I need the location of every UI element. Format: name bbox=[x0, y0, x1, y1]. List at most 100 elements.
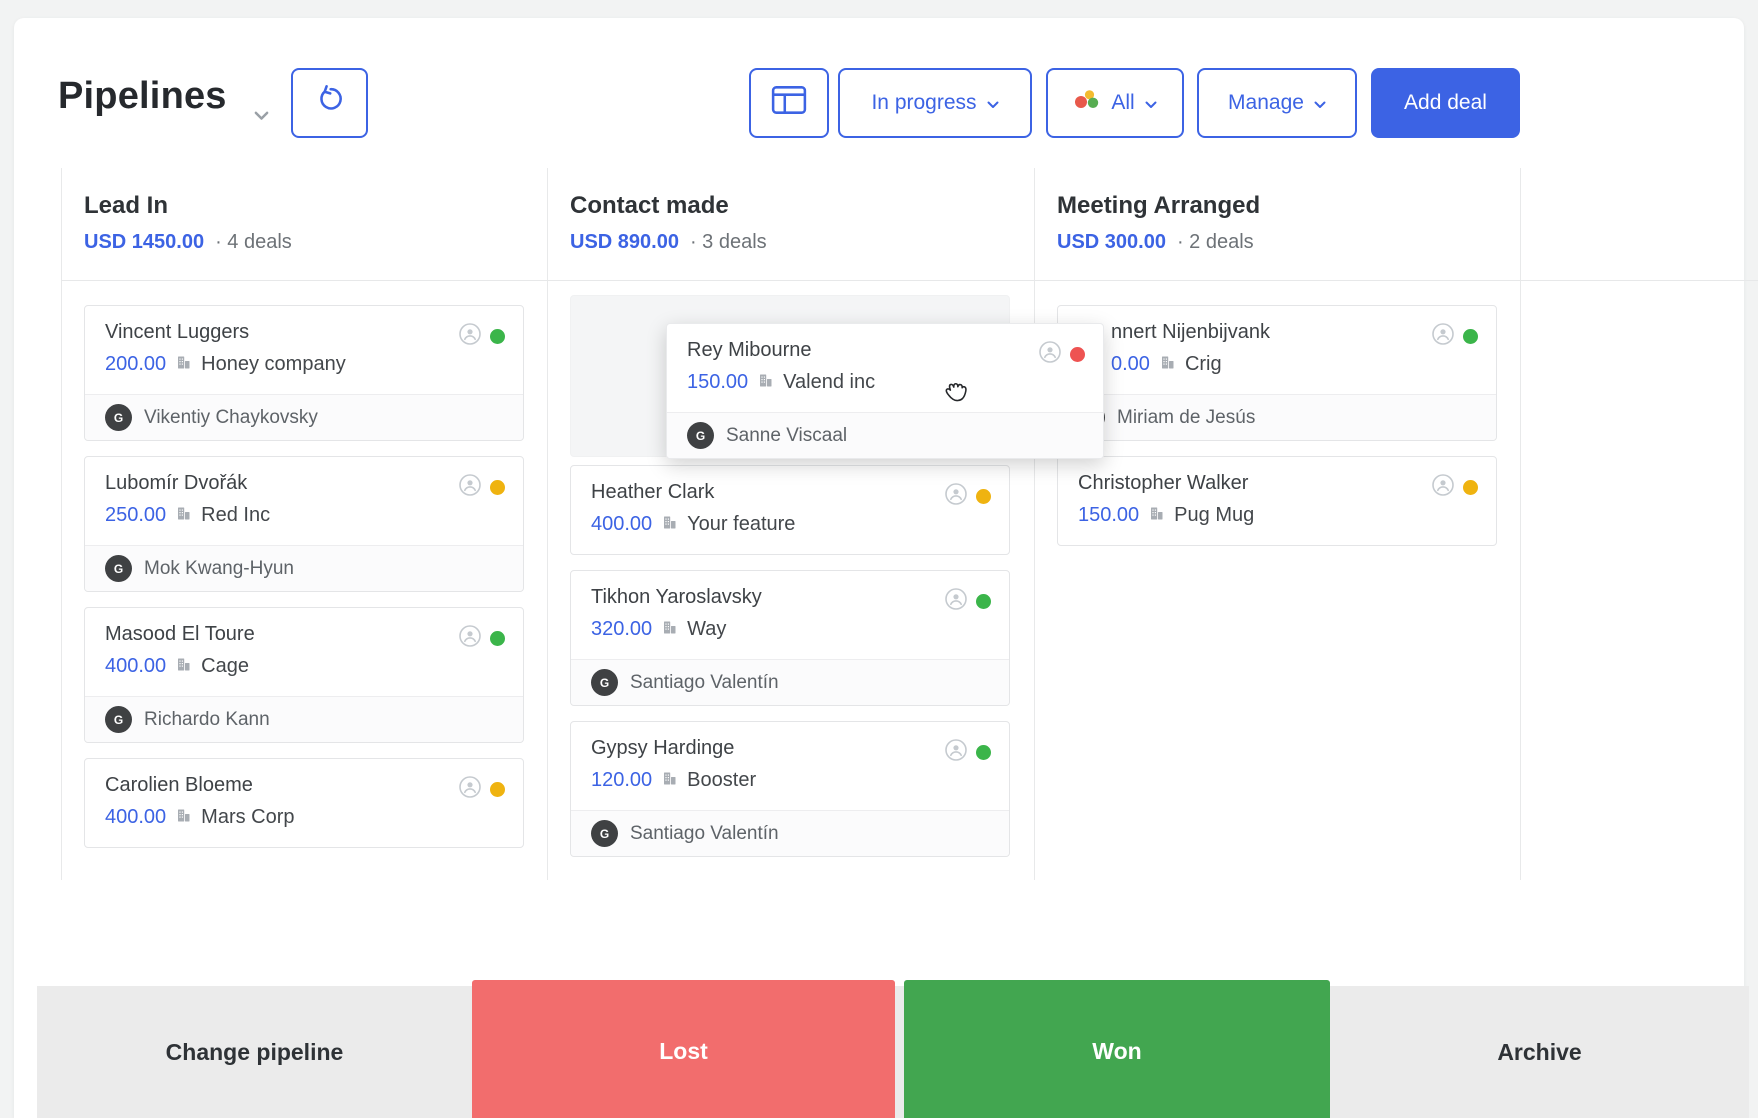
status-dot-green bbox=[1463, 329, 1478, 344]
colored-dots-icon bbox=[1073, 88, 1101, 118]
owner-filter-button[interactable]: All bbox=[1046, 68, 1184, 138]
deal-card[interactable]: Tikhon Yaroslavsky 320.00 Way G Santiago Val… bbox=[570, 570, 1010, 706]
column-separator bbox=[61, 168, 62, 880]
organization-icon bbox=[661, 618, 678, 641]
footer-action-label: Won bbox=[1092, 1037, 1142, 1064]
deal-status-icons bbox=[945, 588, 991, 615]
column-cards: nnert Nijenbijvank 0.00 Crig GMiriam de Jes… bbox=[1034, 280, 1520, 880]
status-dot-yellow bbox=[490, 480, 505, 495]
deal-card[interactable]: Vincent Luggers 200.00 Honey company G Viken… bbox=[84, 305, 524, 441]
deal-title: nnert Nijenbijvank bbox=[1111, 321, 1270, 343]
column-title: Meeting Arranged bbox=[1057, 192, 1261, 219]
column-summary: USD 890.00 · 3 deals bbox=[570, 231, 1033, 254]
deal-title: Carolien Bloeme bbox=[105, 774, 253, 796]
column-total-value[interactable]: USD 890.00 bbox=[570, 231, 679, 253]
owner-name: Sanne Viscaal bbox=[726, 424, 848, 446]
deal-meta-row: 250.00 Red Inc bbox=[105, 504, 503, 527]
deal-card[interactable]: Lubomír Dvořák 250.00 Red Inc G Mok Kwang-Hy… bbox=[84, 456, 524, 592]
deal-card-main: Heather Clark 400.00 Your feature bbox=[571, 466, 1009, 554]
board-view-toggle-button[interactable] bbox=[749, 68, 829, 138]
deal-value: 320.00 bbox=[591, 618, 653, 640]
deal-card-main: Carolien Bloeme 400.00 Mars Corp bbox=[85, 759, 523, 847]
chevron-down-icon bbox=[987, 91, 999, 115]
deal-card[interactable]: nnert Nijenbijvank 0.00 Crig GMiriam de Jes… bbox=[1057, 305, 1497, 441]
deal-value: 120.00 bbox=[591, 769, 653, 791]
owner-name: Vikentiy Chaykovsky bbox=[144, 406, 318, 428]
person-icon bbox=[459, 474, 481, 501]
footer-action-archive[interactable]: Archive bbox=[1330, 986, 1749, 1118]
deal-title: Heather Clark bbox=[591, 481, 715, 503]
main-panel: Pipelines In progress bbox=[14, 18, 1758, 1118]
deal-owner-row: G Mok Kwang-Hyun bbox=[85, 545, 523, 591]
deal-status-icons bbox=[945, 739, 991, 766]
column-header: Lead In USD 1450.00 · 4 deals bbox=[61, 168, 547, 280]
owner-name: Miriam de Jesús bbox=[1117, 406, 1256, 428]
refresh-icon bbox=[314, 84, 346, 122]
deal-organization-name: Honey company bbox=[201, 353, 346, 375]
deal-value: 400.00 bbox=[105, 655, 167, 677]
person-icon bbox=[1432, 474, 1454, 501]
organization-icon bbox=[175, 655, 192, 678]
deal-owner-row: G Santiago Valentín bbox=[571, 659, 1009, 705]
deal-owner-row: G Sanne Viscaal bbox=[667, 412, 1103, 458]
footer-action-label: Change pipeline bbox=[165, 1038, 344, 1065]
person-icon bbox=[945, 483, 967, 510]
footer-action-label: Archive bbox=[1497, 1038, 1582, 1065]
refresh-button[interactable] bbox=[291, 68, 368, 138]
pipeline-board: Lead In USD 1450.00 · 4 deals Vincent Lugge… bbox=[61, 168, 1758, 880]
organization-icon bbox=[175, 806, 192, 829]
person-icon bbox=[1039, 341, 1061, 368]
organization-icon bbox=[175, 504, 192, 527]
deal-owner-row: G Vikentiy Chaykovsky bbox=[85, 394, 523, 440]
deal-card[interactable]: Gypsy Hardinge 120.00 Booster G Santiago Val… bbox=[570, 721, 1010, 857]
person-icon bbox=[459, 323, 481, 350]
dragged-deal-card[interactable]: Rey Mibourne 150.00 Valend inc G Sanne Visca… bbox=[666, 323, 1104, 459]
deal-status-icons bbox=[1039, 341, 1085, 368]
column-summary: USD 1450.00 · 4 deals bbox=[84, 231, 547, 254]
deal-card[interactable]: Heather Clark 400.00 Your feature bbox=[570, 465, 1010, 555]
deal-status-icons bbox=[459, 474, 505, 501]
owner-name: Mok Kwang-Hyun bbox=[144, 557, 294, 579]
footer-action-change-pipeline[interactable]: Change pipeline bbox=[37, 986, 472, 1118]
deal-status-icons bbox=[459, 776, 505, 803]
manage-label: Manage bbox=[1228, 91, 1304, 114]
column-header-underline bbox=[61, 280, 1758, 281]
footer-action-lost[interactable]: Lost bbox=[472, 980, 895, 1118]
deal-card[interactable]: Carolien Bloeme 400.00 Mars Corp bbox=[84, 758, 524, 848]
deal-title: Tikhon Yaroslavsky bbox=[591, 586, 762, 608]
manage-button[interactable]: Manage bbox=[1197, 68, 1357, 138]
column-deal-count: · 2 deals bbox=[1176, 231, 1254, 253]
owner-avatar: G bbox=[591, 820, 618, 847]
footer-action-won[interactable]: Won bbox=[904, 980, 1330, 1118]
column-total-value[interactable]: USD 300.00 bbox=[1057, 231, 1166, 253]
add-deal-button[interactable]: Add deal bbox=[1371, 68, 1520, 138]
board-view-icon bbox=[771, 84, 807, 122]
column-cards: Vincent Luggers 200.00 Honey company G Viken… bbox=[61, 280, 547, 880]
deal-status-filter-button[interactable]: In progress bbox=[838, 68, 1032, 138]
deal-meta-row: 200.00 Honey company bbox=[105, 353, 503, 376]
organization-icon bbox=[1159, 353, 1176, 376]
deal-title: Masood El Toure bbox=[105, 623, 255, 645]
deal-title: Vincent Luggers bbox=[105, 321, 250, 343]
deal-status-icons bbox=[1432, 474, 1478, 501]
organization-icon bbox=[661, 769, 678, 792]
owner-avatar: G bbox=[105, 404, 132, 431]
deal-meta-row: 0.00 Crig bbox=[1111, 353, 1476, 376]
column-total-value[interactable]: USD 1450.00 bbox=[84, 231, 205, 253]
organization-icon bbox=[1148, 504, 1165, 527]
deal-card[interactable]: Masood El Toure 400.00 Cage G Richardo Kann bbox=[84, 607, 524, 743]
deal-meta-row: 400.00 Mars Corp bbox=[105, 806, 503, 829]
pipeline-column-contact-made: Contact made USD 890.00 · 3 deals Heather C… bbox=[547, 168, 1033, 880]
deal-card[interactable]: Christopher Walker 150.00 Pug Mug bbox=[1057, 456, 1497, 546]
deal-meta-row: 150.00 Valend inc bbox=[687, 371, 1083, 394]
deal-meta-row: 400.00 Your feature bbox=[591, 513, 989, 536]
pipeline-selector-caret-icon[interactable] bbox=[254, 108, 269, 126]
column-deal-count: · 4 deals bbox=[215, 231, 292, 253]
owner-avatar: G bbox=[687, 422, 714, 449]
column-header: Meeting Arranged USD 300.00 · 2 deals bbox=[1034, 168, 1520, 280]
deal-value: 0.00 bbox=[1111, 353, 1150, 375]
add-deal-label: Add deal bbox=[1404, 91, 1487, 114]
deal-organization-name: Cage bbox=[201, 655, 249, 677]
column-header: Contact made USD 890.00 · 3 deals bbox=[547, 168, 1033, 280]
person-icon bbox=[945, 739, 967, 766]
